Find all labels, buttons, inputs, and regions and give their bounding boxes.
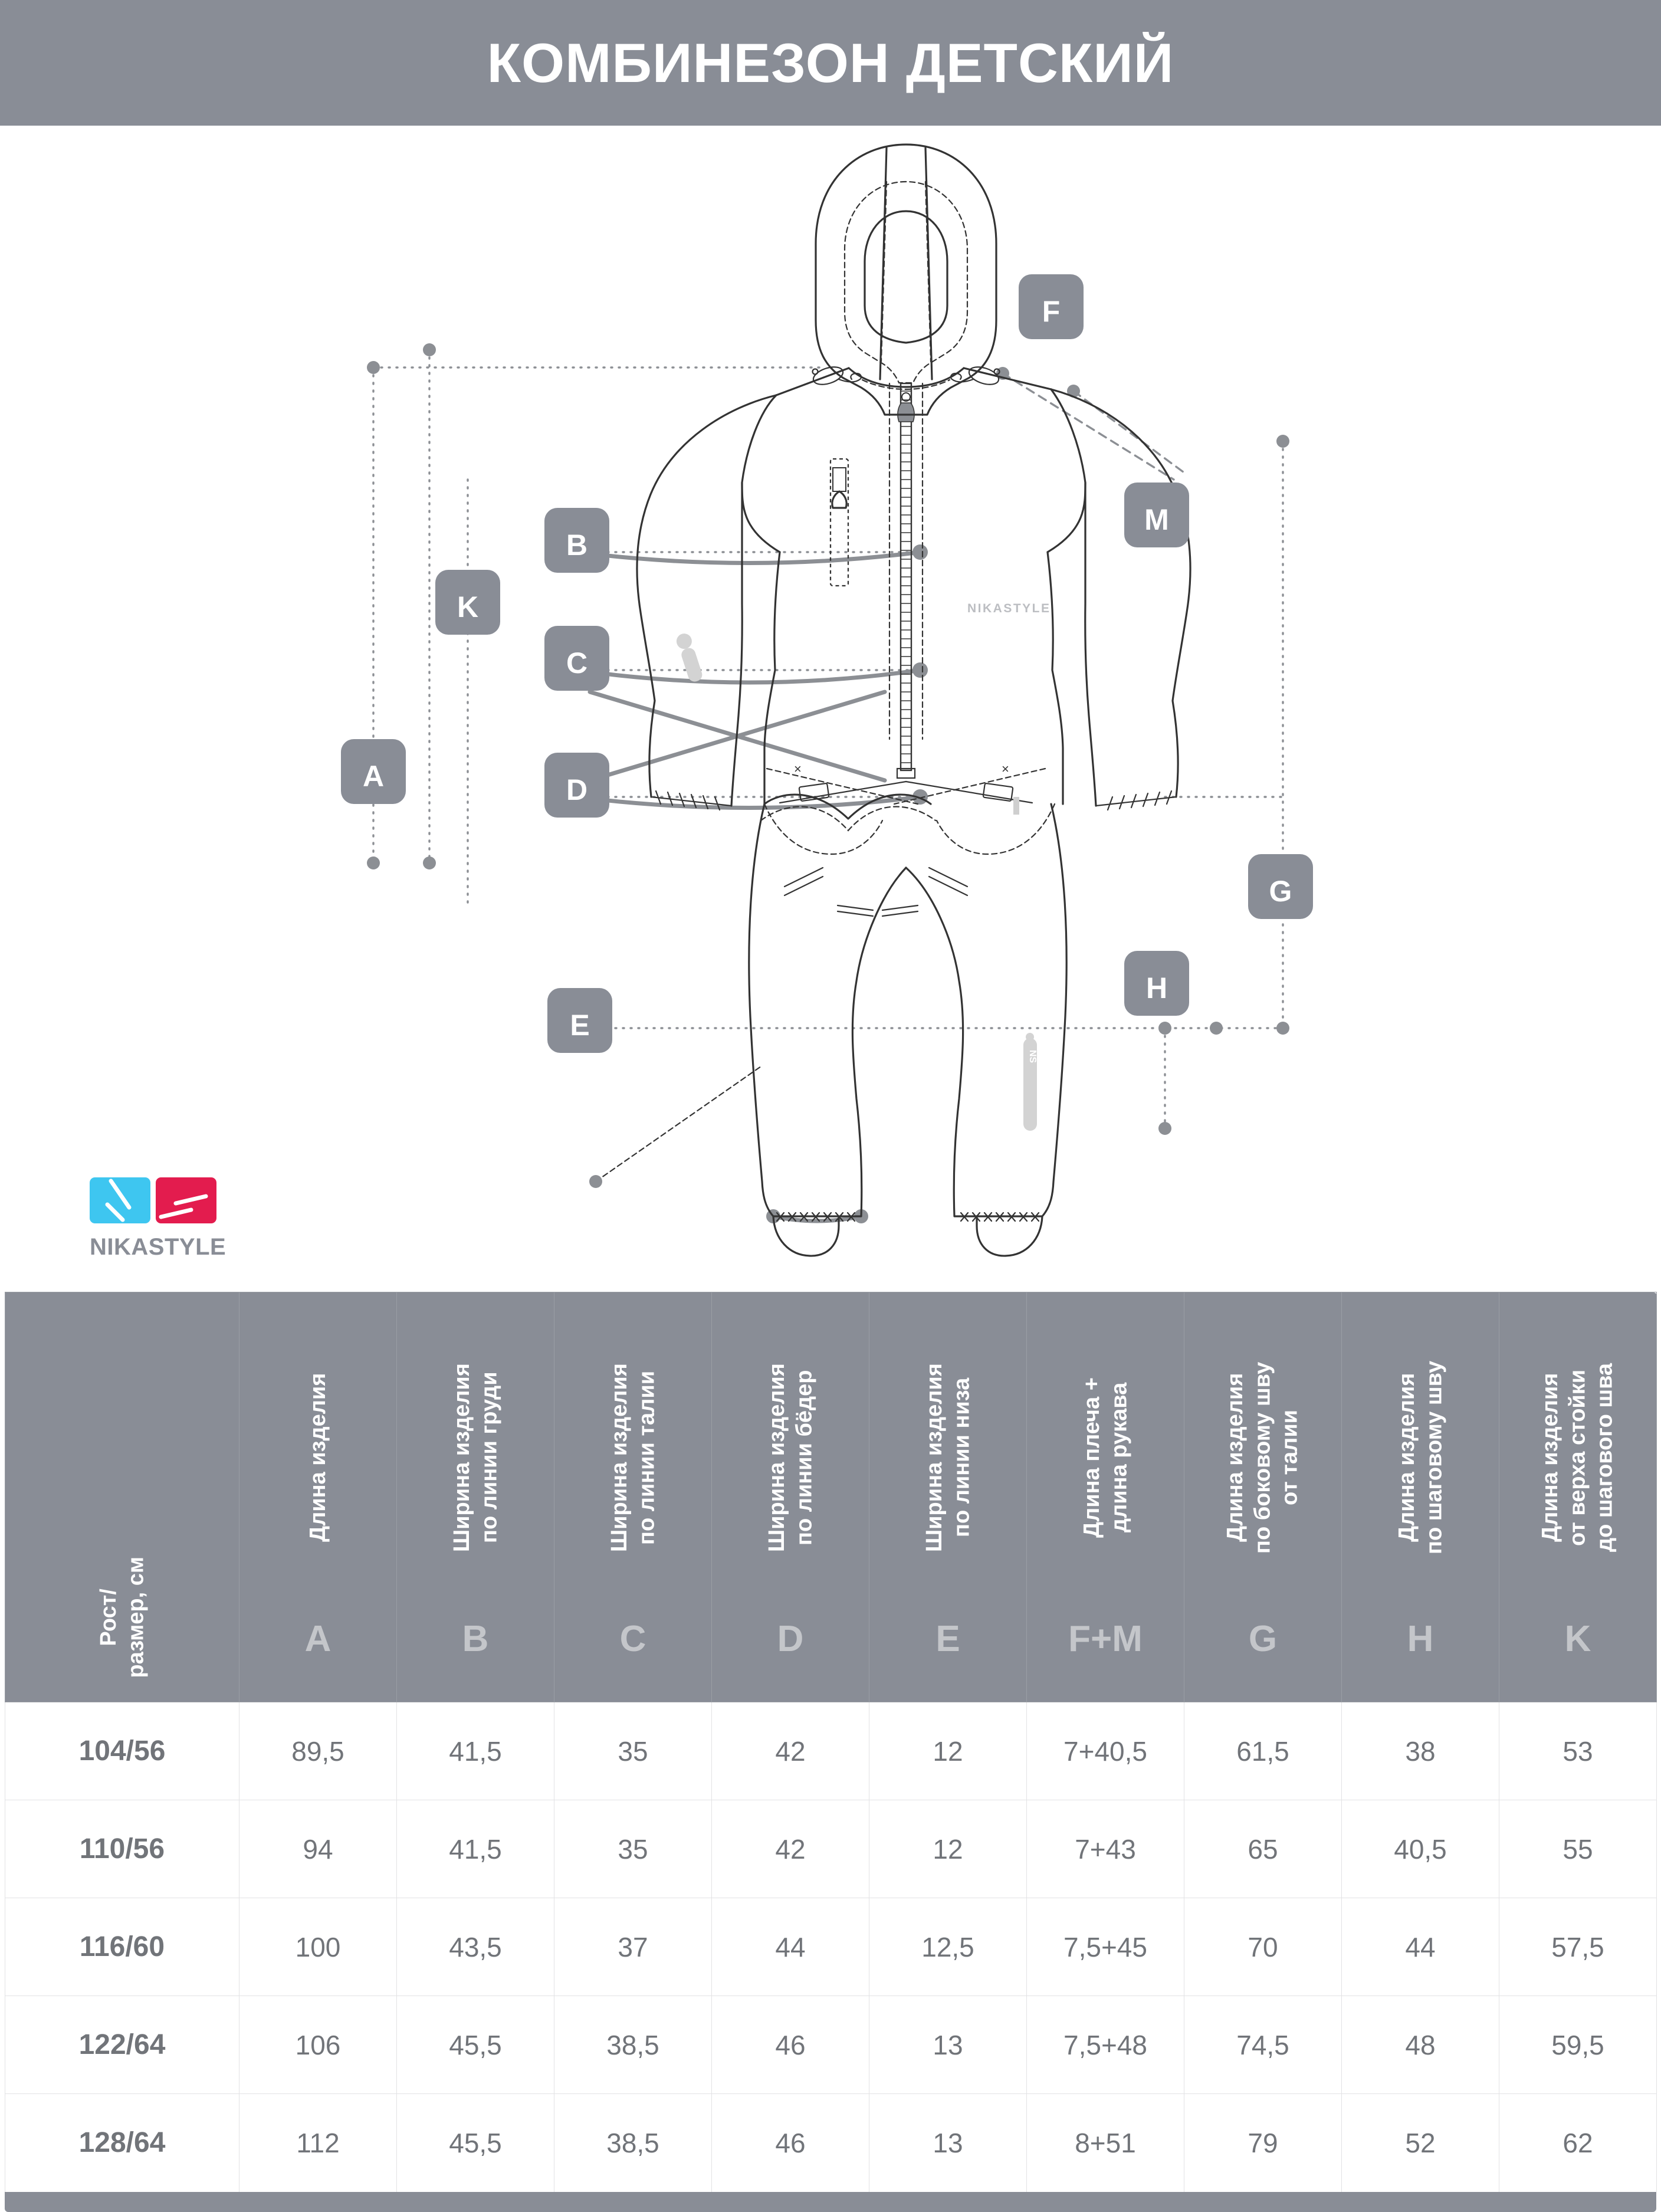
- svg-text:D: D: [566, 773, 587, 806]
- svg-text:NS: NS: [1028, 1050, 1038, 1064]
- svg-text:C: C: [566, 646, 587, 680]
- svg-text:F: F: [1042, 295, 1061, 328]
- svg-text:A: A: [363, 760, 384, 793]
- svg-text:×: ×: [1002, 762, 1009, 776]
- svg-text:E: E: [570, 1009, 589, 1042]
- svg-text:H: H: [1146, 972, 1167, 1005]
- svg-text:NIKASTYLE: NIKASTYLE: [967, 602, 1051, 615]
- svg-text:K: K: [457, 590, 478, 623]
- svg-text:G: G: [1269, 875, 1292, 908]
- svg-text:×: ×: [794, 762, 802, 776]
- svg-text:B: B: [566, 529, 587, 562]
- svg-text:M: M: [1144, 503, 1169, 536]
